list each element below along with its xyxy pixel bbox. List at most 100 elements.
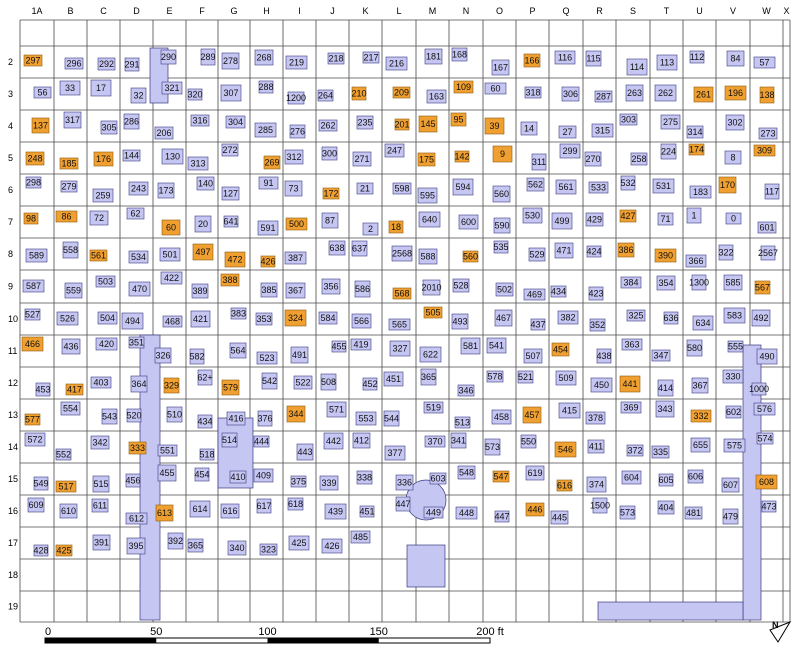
lot-117[interactable]: 117 [764,183,780,200]
lot-127[interactable]: 127 [221,186,240,201]
lot-572[interactable]: 572 [24,432,46,447]
lot-504[interactable]: 504 [97,311,118,325]
lot-581[interactable]: 581 [460,337,481,355]
lot-446[interactable]: 446 [525,502,545,517]
lot-144[interactable]: 144 [122,149,141,162]
lot-602[interactable]: 602 [725,405,742,419]
lot-387[interactable]: 387 [284,251,307,265]
lot-634[interactable]: 634 [692,315,714,331]
lot-318[interactable]: 318 [524,86,542,99]
lot-502[interactable]: 502 [495,282,514,297]
lot-603[interactable]: 603 [429,472,447,485]
lot-395[interactable]: 395 [126,537,146,555]
lot-425[interactable]: 425 [55,544,73,557]
lot-247[interactable]: 247 [384,143,405,158]
lot-1200[interactable]: 1200 [286,91,306,105]
lot-114[interactable]: 114 [626,58,648,76]
lot-426[interactable]: 426 [260,255,276,268]
lot-248[interactable]: 248 [25,151,45,166]
lot-86[interactable]: 86 [55,210,78,223]
lot-428[interactable]: 428 [33,544,49,557]
lot-2567[interactable]: 2567 [758,245,778,261]
lot-561[interactable]: 561 [555,179,577,195]
lot-366[interactable]: 366 [685,254,707,268]
lot-235[interactable]: 235 [356,115,374,130]
lot-554[interactable]: 554 [60,401,81,416]
lot-585[interactable]: 585 [723,274,743,291]
lot-384[interactable]: 384 [620,276,642,289]
lot-329[interactable]: 329 [163,377,180,394]
lot-447[interactable]: 447 [395,496,411,512]
lot-130[interactable]: 130 [161,148,184,165]
lot-370[interactable]: 370 [424,435,446,448]
lot-523[interactable]: 523 [256,351,278,365]
lot-451[interactable]: 451 [383,371,404,387]
lot-468[interactable]: 468 [162,315,183,328]
lot-20[interactable]: 20 [194,215,212,233]
lot-542[interactable]: 542 [261,372,278,390]
lot-224[interactable]: 224 [660,143,677,160]
lot-304[interactable]: 304 [225,115,246,129]
lot-417[interactable]: 417 [65,383,84,396]
lot-577[interactable]: 577 [24,413,41,426]
lot-490[interactable]: 490 [756,348,778,365]
lot-268[interactable]: 268 [254,49,274,66]
lot-8[interactable]: 8 [724,150,742,165]
lot-335[interactable]: 335 [651,445,670,459]
lot-576[interactable]: 576 [753,402,776,416]
lot-410[interactable]: 410 [229,470,247,484]
lot-437[interactable]: 437 [530,318,546,331]
lot-575[interactable]: 575 [723,438,746,453]
lot-336[interactable]: 336 [395,474,414,491]
lot-411[interactable]: 411 [587,439,605,454]
lot-521[interactable]: 521 [517,370,534,384]
lot-494[interactable]: 494 [121,312,144,330]
lot-269[interactable]: 269 [263,155,281,170]
lot-219[interactable]: 219 [285,55,308,70]
lot-332[interactable]: 332 [690,409,712,423]
lot-564[interactable]: 564 [229,342,247,359]
lot-57[interactable]: 57 [753,56,776,69]
lot-338[interactable]: 338 [356,470,373,485]
lot-560[interactable]: 560 [462,250,479,263]
lot-528[interactable]: 528 [452,278,470,293]
lot-2[interactable]: 2 [362,222,379,236]
lot-307[interactable]: 307 [220,84,242,102]
lot-112[interactable]: 112 [689,50,705,64]
lot-514[interactable]: 514 [221,432,238,448]
lot-324[interactable]: 324 [284,309,307,327]
lot-300[interactable]: 300 [321,146,338,161]
lot-573[interactable]: 573 [484,438,501,456]
lot-278[interactable]: 278 [221,52,240,70]
lot-612[interactable]: 612 [125,512,148,525]
lot-32[interactable]: 32 [130,87,147,104]
lot-551[interactable]: 551 [157,444,178,457]
lot-611[interactable]: 611 [91,498,109,513]
lot-243[interactable]: 243 [128,181,149,196]
lot-454[interactable]: 454 [194,467,210,482]
lot-416[interactable]: 416 [226,411,246,426]
lot-352[interactable]: 352 [589,318,606,332]
lot-262[interactable]: 262 [318,119,338,132]
lot-415[interactable]: 415 [558,402,581,419]
lot-330[interactable]: 330 [722,369,744,384]
lot-454[interactable]: 454 [551,342,570,357]
lot-473[interactable]: 473 [761,500,777,513]
lot-263[interactable]: 263 [625,84,644,102]
lot-420[interactable]: 420 [95,337,118,351]
lot-377[interactable]: 377 [384,445,406,461]
lot-288[interactable]: 288 [258,80,274,94]
lot-365[interactable]: 365 [420,368,437,386]
lot-616[interactable]: 616 [556,479,573,492]
lot-302[interactable]: 302 [725,114,745,131]
lot-325[interactable]: 325 [626,309,646,322]
lot-33[interactable]: 33 [59,80,81,96]
lot-515[interactable]: 515 [92,475,110,493]
lot-491[interactable]: 491 [290,346,309,364]
lot-591[interactable]: 591 [257,220,279,236]
lot-1000[interactable]: 1000 [749,382,769,396]
lot-385[interactable]: 385 [260,282,278,298]
lot-1500[interactable]: 1500 [590,497,610,514]
lot-582[interactable]: 582 [189,348,205,365]
lot-544[interactable]: 544 [383,410,400,427]
